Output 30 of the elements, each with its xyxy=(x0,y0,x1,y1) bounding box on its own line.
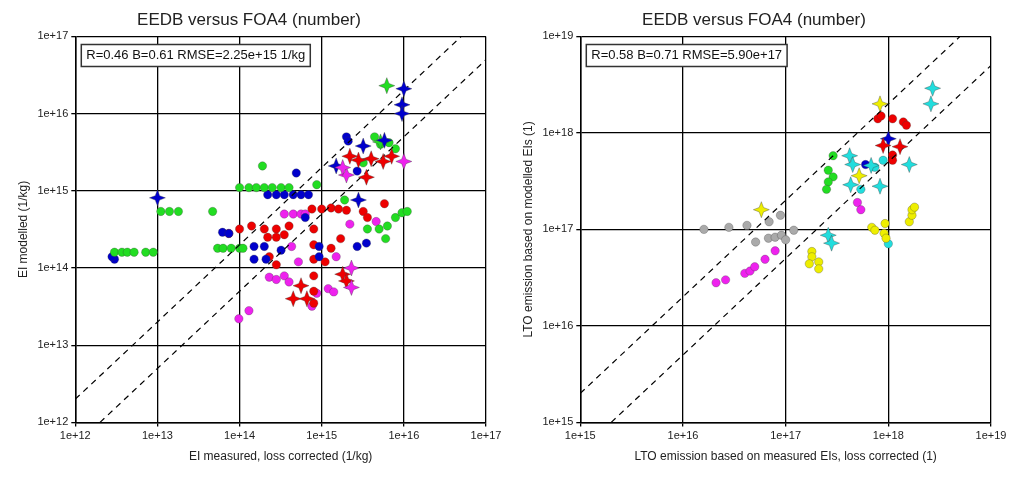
y-tick-label: 1e+17 xyxy=(37,29,69,42)
annotation: R=0.46 B=0.61 RMSE=2.25e+15 1/kg xyxy=(86,46,306,62)
x-tick-label: 1e+17 xyxy=(770,429,802,442)
y-tick-label: 1e+14 xyxy=(37,261,69,274)
y-tick-label: 1e+13 xyxy=(37,338,69,351)
x-tick-label: 1e+14 xyxy=(224,429,256,442)
x-tick-label: 1e+17 xyxy=(470,429,502,442)
x-tick-label: 1e+15 xyxy=(564,429,596,442)
chart-title: EEDB versus FOA4 (number) xyxy=(642,9,866,29)
y-tick-label: 1e+15 xyxy=(37,183,69,196)
x-tick-label: 1e+16 xyxy=(667,429,699,442)
y-tick-label: 1e+16 xyxy=(542,318,574,331)
y-axis-title: LTO emission based on modelled EIs (1) xyxy=(520,121,535,338)
x-tick-label: 1e+18 xyxy=(872,429,904,442)
x-tick-label: 1e+13 xyxy=(141,429,173,442)
x-tick-label: 1e+15 xyxy=(306,429,338,442)
x-axis-title: LTO emission based on measured EIs, loss corrected (1) xyxy=(634,449,937,464)
y-tick-label: 1e+19 xyxy=(542,29,574,42)
x-tick-label: 1e+19 xyxy=(975,429,1007,442)
y-axis-title: EI modelled (1/kg) xyxy=(15,180,30,279)
x-tick-label: 1e+12 xyxy=(59,429,91,442)
x-tick-label: 1e+16 xyxy=(388,429,420,442)
y-tick-label: 1e+12 xyxy=(37,415,69,428)
x-axis-title: EI measured, loss corrected (1/kg) xyxy=(188,449,373,464)
y-tick-label: 1e+15 xyxy=(542,415,574,428)
y-tick-label: 1e+16 xyxy=(37,106,69,119)
annotation: R=0.58 B=0.71 RMSE=5.90e+17 xyxy=(591,46,783,62)
y-tick-label: 1e+18 xyxy=(542,125,574,138)
chart-title: EEDB versus FOA4 (number) xyxy=(137,9,361,29)
y-tick-label: 1e+17 xyxy=(542,222,574,235)
